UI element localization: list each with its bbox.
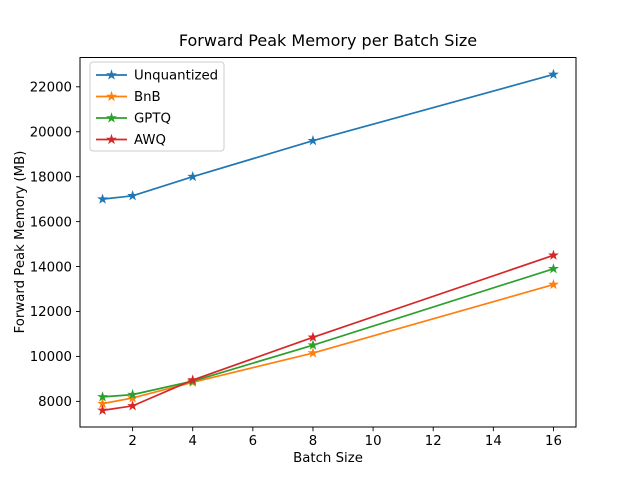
data-point-marker-unquantized bbox=[187, 170, 199, 182]
legend-marker-icon bbox=[106, 90, 117, 102]
data-point-marker-awq bbox=[187, 374, 199, 385]
y-tick-label: 12000 bbox=[30, 305, 72, 320]
data-point-marker-bnb bbox=[307, 347, 319, 358]
legend-marker-icon bbox=[106, 133, 117, 145]
x-tick-label: 10 bbox=[365, 434, 382, 449]
data-point-marker-gptq bbox=[127, 388, 139, 400]
data-point-marker-awq bbox=[307, 331, 319, 342]
y-tick-label: 18000 bbox=[30, 170, 72, 185]
x-tick-label: 6 bbox=[249, 434, 257, 449]
legend-label: BnB bbox=[134, 90, 161, 105]
chart-title: Forward Peak Memory per Batch Size bbox=[179, 31, 477, 50]
data-point-marker-bnb bbox=[548, 278, 559, 290]
data-point-marker-awq bbox=[548, 249, 559, 260]
data-point-marker-awq bbox=[97, 404, 108, 415]
y-tick-label: 20000 bbox=[30, 125, 72, 140]
data-point-marker-gptq bbox=[97, 391, 108, 402]
data-point-marker-unquantized bbox=[307, 135, 319, 146]
y-tick-label: 16000 bbox=[30, 215, 72, 230]
x-tick-label: 12 bbox=[425, 434, 442, 449]
plot-area: 8000 10000 12000 14000 16000 18000 20000 22000 2… bbox=[30, 57, 577, 449]
data-point-marker-awq bbox=[127, 400, 139, 411]
x-tick-label: 4 bbox=[188, 434, 196, 449]
data-point-marker-unquantized bbox=[548, 68, 559, 80]
x-tick-label: 14 bbox=[485, 434, 502, 449]
y-axis-label: Forward Peak Memory (MB) bbox=[13, 151, 28, 334]
data-point-marker-bnb bbox=[127, 392, 139, 403]
y-tick-label: 14000 bbox=[30, 260, 72, 275]
x-axis-label: Batch Size bbox=[293, 451, 363, 466]
y-tick-label: 22000 bbox=[30, 81, 72, 96]
y-tick-label: 10000 bbox=[30, 350, 72, 365]
axes-frame bbox=[79, 57, 577, 428]
legend-marker-icon bbox=[106, 112, 117, 123]
legend: Unquantized BnB GPTQ AWQ bbox=[89, 61, 225, 152]
data-point-marker-bnb bbox=[97, 397, 108, 409]
data-point-marker-gptq bbox=[548, 263, 559, 274]
y-tick-label: 8000 bbox=[38, 395, 72, 410]
legend-box bbox=[89, 61, 225, 152]
series-line-awq bbox=[101, 254, 555, 412]
x-tick-label: 16 bbox=[545, 434, 562, 449]
legend-label: AWQ bbox=[134, 133, 166, 148]
legend-label: GPTQ bbox=[134, 112, 171, 127]
legend-label: Unquantized bbox=[134, 69, 218, 84]
legend-marker-icon bbox=[106, 69, 117, 80]
x-tick-label: 2 bbox=[128, 434, 136, 449]
data-point-marker-gptq bbox=[307, 339, 319, 350]
data-point-marker-unquantized bbox=[97, 193, 108, 204]
x-tick-label: 8 bbox=[309, 434, 317, 449]
data-point-marker-unquantized bbox=[127, 190, 139, 201]
